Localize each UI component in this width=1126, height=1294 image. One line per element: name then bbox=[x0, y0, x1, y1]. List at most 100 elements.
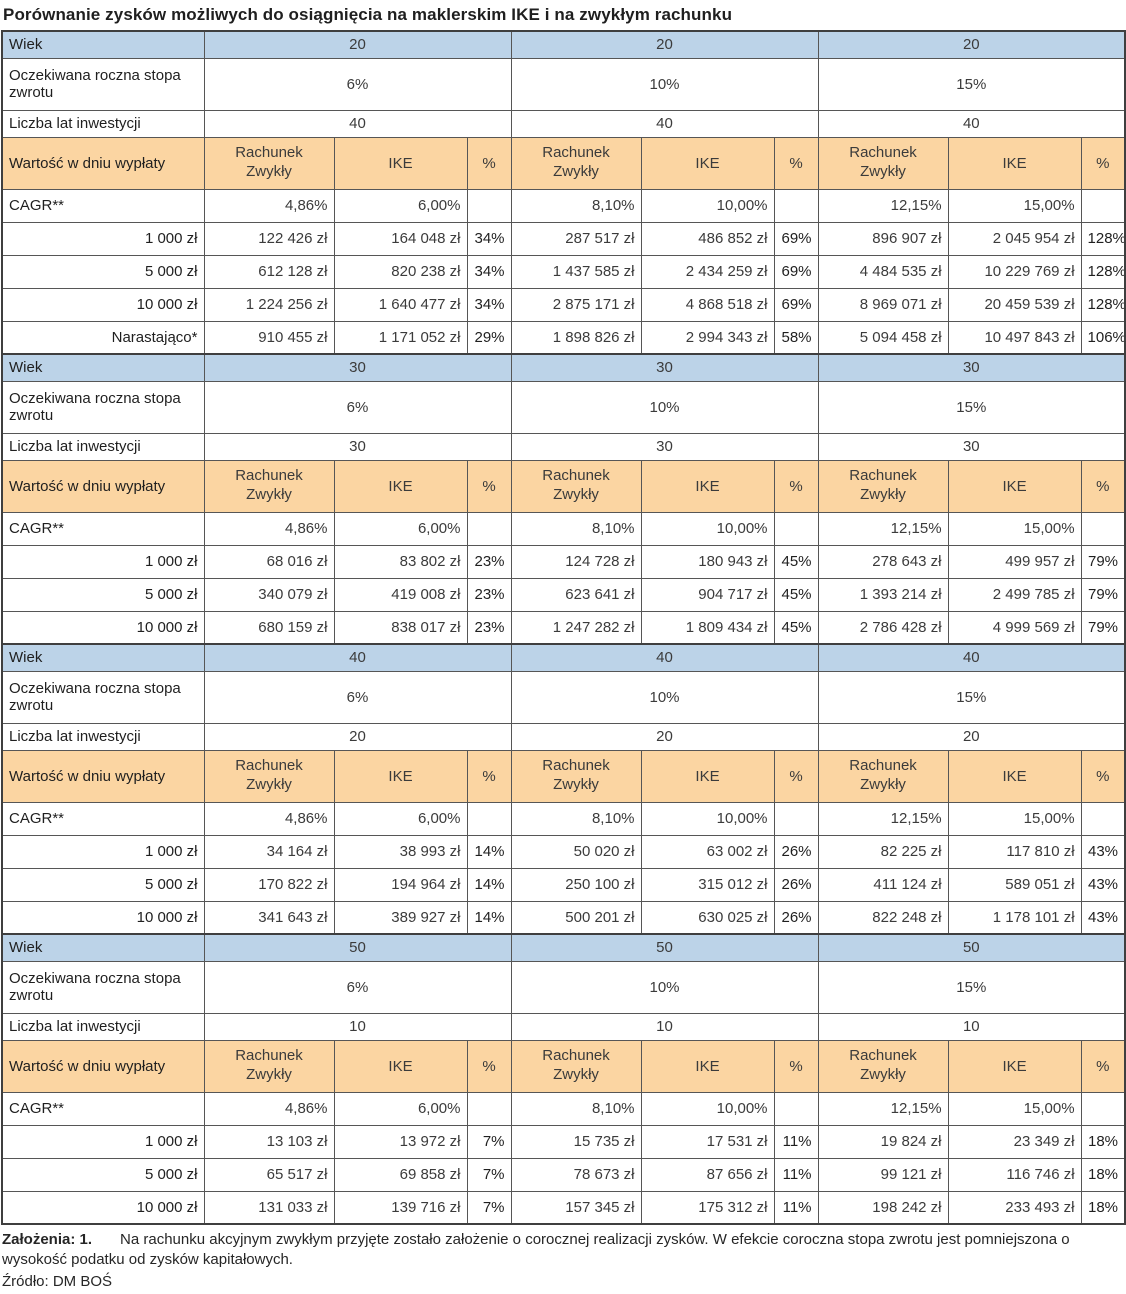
ike-header: IKE bbox=[640, 459, 775, 513]
cagr-row: CAGR** 4,86% 6,00% 8,10% 10,00% 12,15% 15,00% bbox=[1, 1091, 1126, 1126]
expected-rate-row: Oczekiwana roczna stopa zwrotu 6% 10% 15% bbox=[1, 960, 1126, 1014]
percent-header: % bbox=[466, 459, 512, 513]
years-row: Liczba lat inwestycji 20 20 20 bbox=[1, 722, 1126, 751]
regular-account-value: 896 907 zł bbox=[817, 221, 949, 256]
expected-rate-value: 10% bbox=[510, 57, 819, 111]
ike-value: 69 858 zł bbox=[333, 1157, 468, 1192]
ike-value: 23 349 zł bbox=[947, 1124, 1082, 1159]
cagr-percent-empty bbox=[1080, 1091, 1126, 1126]
cagr-ike-value: 15,00% bbox=[947, 188, 1082, 223]
expected-rate-value: 6% bbox=[203, 670, 512, 724]
age-value: 50 bbox=[203, 933, 512, 962]
percent-header: % bbox=[466, 1039, 512, 1093]
years-value: 10 bbox=[817, 1012, 1126, 1041]
percent-header: % bbox=[773, 749, 819, 803]
ike-header: IKE bbox=[947, 459, 1082, 513]
data-row: 5 000 zł 170 822 zł 194 964 zł 14% 250 100 z… bbox=[1, 867, 1126, 902]
regular-account-value: 822 248 zł bbox=[817, 900, 949, 935]
percent-diff-value: 29% bbox=[466, 320, 512, 355]
contribution-label: 5 000 zł bbox=[1, 577, 205, 612]
regular-account-value: 82 225 zł bbox=[817, 834, 949, 869]
ike-header: IKE bbox=[947, 1039, 1082, 1093]
ike-value: 38 993 zł bbox=[333, 834, 468, 869]
cagr-percent-empty bbox=[466, 1091, 512, 1126]
expected-rate-value: 15% bbox=[817, 380, 1126, 434]
ike-value: 83 802 zł bbox=[333, 544, 468, 579]
comparison-table: Wiek 20 20 20 Oczekiwana roczna stopa zwrotu… bbox=[1, 30, 1126, 1225]
ike-header: IKE bbox=[640, 749, 775, 803]
age-value: 40 bbox=[510, 643, 819, 672]
years-value: 40 bbox=[510, 109, 819, 138]
cagr-ike-value: 15,00% bbox=[947, 511, 1082, 546]
ike-value: 63 002 zł bbox=[640, 834, 775, 869]
cagr-label: CAGR** bbox=[1, 1091, 205, 1126]
expected-rate-row: Oczekiwana roczna stopa zwrotu 6% 10% 15% bbox=[1, 380, 1126, 434]
regular-account-value: 1 393 214 zł bbox=[817, 577, 949, 612]
percent-header: % bbox=[1080, 459, 1126, 513]
cagr-ike-value: 6,00% bbox=[333, 801, 468, 836]
regular-account-value: 157 345 zł bbox=[510, 1190, 642, 1225]
ike-value: 589 051 zł bbox=[947, 867, 1082, 902]
regular-account-value: 34 164 zł bbox=[203, 834, 335, 869]
percent-diff-value: 79% bbox=[1080, 544, 1126, 579]
ike-value: 630 025 zł bbox=[640, 900, 775, 935]
percent-header: % bbox=[1080, 749, 1126, 803]
years-row: Liczba lat inwestycji 40 40 40 bbox=[1, 109, 1126, 138]
regular-account-value: 623 641 zł bbox=[510, 577, 642, 612]
ike-value: 2 434 259 zł bbox=[640, 254, 775, 289]
contribution-label: Narastająco* bbox=[1, 320, 205, 355]
ike-value: 1 809 434 zł bbox=[640, 610, 775, 645]
cagr-ike-value: 10,00% bbox=[640, 511, 775, 546]
ike-value: 1 171 052 zł bbox=[333, 320, 468, 355]
years-value: 30 bbox=[510, 432, 819, 461]
data-row: 5 000 zł 612 128 zł 820 238 zł 34% 1 437 585… bbox=[1, 254, 1126, 289]
contribution-label: 5 000 zł bbox=[1, 1157, 205, 1192]
ike-value: 2 994 343 zł bbox=[640, 320, 775, 355]
ike-header: IKE bbox=[947, 749, 1082, 803]
cagr-regular-value: 4,86% bbox=[203, 801, 335, 836]
cagr-percent-empty bbox=[466, 801, 512, 836]
cagr-regular-value: 4,86% bbox=[203, 1091, 335, 1126]
age-label: Wiek bbox=[1, 353, 205, 382]
cagr-regular-value: 8,10% bbox=[510, 1091, 642, 1126]
ike-value: 4 868 518 zł bbox=[640, 287, 775, 322]
regular-account-header: Rachunek Zwykły bbox=[817, 459, 949, 513]
regular-account-header: Rachunek Zwykły bbox=[203, 749, 335, 803]
data-row: 5 000 zł 340 079 zł 419 008 zł 23% 623 641 z… bbox=[1, 577, 1126, 612]
ike-value: 20 459 539 zł bbox=[947, 287, 1082, 322]
regular-account-header: Rachunek Zwykły bbox=[510, 749, 642, 803]
percent-header: % bbox=[773, 459, 819, 513]
cagr-regular-value: 4,86% bbox=[203, 188, 335, 223]
percent-header: % bbox=[466, 749, 512, 803]
regular-account-value: 910 455 zł bbox=[203, 320, 335, 355]
percent-diff-value: 7% bbox=[466, 1190, 512, 1225]
percent-diff-value: 7% bbox=[466, 1124, 512, 1159]
ike-value: 194 964 zł bbox=[333, 867, 468, 902]
percent-diff-value: 18% bbox=[1080, 1157, 1126, 1192]
age-row: Wiek 20 20 20 bbox=[1, 30, 1126, 59]
regular-account-header: Rachunek Zwykły bbox=[203, 459, 335, 513]
cagr-ike-value: 6,00% bbox=[333, 1091, 468, 1126]
regular-account-value: 65 517 zł bbox=[203, 1157, 335, 1192]
ike-value: 164 048 zł bbox=[333, 221, 468, 256]
age-label: Wiek bbox=[1, 933, 205, 962]
regular-account-header: Rachunek Zwykły bbox=[203, 1039, 335, 1093]
percent-diff-value: 128% bbox=[1080, 254, 1126, 289]
ike-value: 419 008 zł bbox=[333, 577, 468, 612]
payout-label: Wartość w dniu wypłaty bbox=[1, 749, 205, 803]
ike-value: 1 640 477 zł bbox=[333, 287, 468, 322]
cagr-percent-empty bbox=[773, 188, 819, 223]
percent-header: % bbox=[773, 1039, 819, 1093]
ike-value: 175 312 zł bbox=[640, 1190, 775, 1225]
percent-header: % bbox=[466, 136, 512, 190]
contribution-label: 1 000 zł bbox=[1, 1124, 205, 1159]
regular-account-header: Rachunek Zwykły bbox=[817, 749, 949, 803]
cagr-percent-empty bbox=[466, 511, 512, 546]
data-row: 1 000 zł 13 103 zł 13 972 zł 7% 15 735 zł 17 … bbox=[1, 1124, 1126, 1159]
percent-diff-value: 26% bbox=[773, 834, 819, 869]
cagr-regular-value: 12,15% bbox=[817, 1091, 949, 1126]
years-row: Liczba lat inwestycji 10 10 10 bbox=[1, 1012, 1126, 1041]
data-row: 10 000 zł 1 224 256 zł 1 640 477 zł 34% 2 87… bbox=[1, 287, 1126, 322]
expected-rate-label: Oczekiwana roczna stopa zwrotu bbox=[1, 960, 205, 1014]
percent-diff-value: 11% bbox=[773, 1124, 819, 1159]
